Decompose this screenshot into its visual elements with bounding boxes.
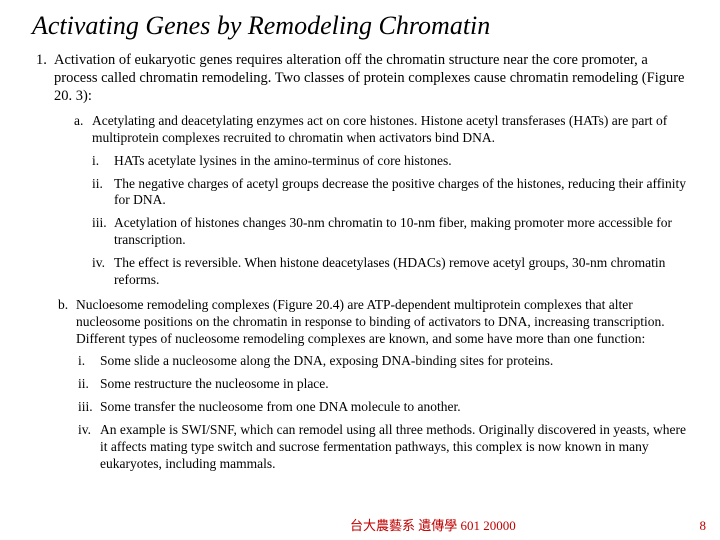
list-item-1: 1. Activation of eukaryotic genes requir… [36,51,692,105]
list-item-1a-i: i. HATs acetylate lysines in the amino-t… [92,153,692,170]
list-number: iii. [92,215,114,249]
list-text: An example is SWI/SNF, which can remodel… [100,422,692,473]
list-text: Some slide a nucleosome along the DNA, e… [100,353,692,370]
list-number: 1. [36,51,54,105]
page-number: 8 [700,518,707,534]
list-item-1b-i: i. Some slide a nucleosome along the DNA… [78,353,692,370]
slide: Activating Genes by Remodeling Chromatin… [0,0,720,540]
list-number: i. [92,153,114,170]
list-number: ii. [78,376,100,393]
list-item-1a-ii: ii. The negative charges of acetyl group… [92,176,692,210]
list-number: iii. [78,399,100,416]
slide-title: Activating Genes by Remodeling Chromatin [32,12,692,41]
list-item-1b-ii: ii. Some restructure the nucleosome in p… [78,376,692,393]
list-number: iv. [92,255,114,289]
list-item-1b-iii: iii. Some transfer the nucleosome from o… [78,399,692,416]
list-item-1a-iii: iii. Acetylation of histones changes 30-… [92,215,692,249]
list-text: The negative charges of acetyl groups de… [114,176,692,210]
list-text: Some restructure the nucleosome in place… [100,376,692,393]
list-text: Acetylating and deacetylating enzymes ac… [92,113,692,147]
list-item-1b-iv: iv. An example is SWI/SNF, which can rem… [78,422,692,473]
list-number: iv. [78,422,100,473]
list-text: The effect is reversible. When histone d… [114,255,692,289]
list-text: Activation of eukaryotic genes requires … [54,51,692,105]
list-text: HATs acetylate lysines in the amino-term… [114,153,692,170]
list-text: Nucloesome remodeling complexes (Figure … [76,297,692,348]
footer-text: 台大農藝系 遺傳學 601 20000 [350,515,516,534]
list-text: Some transfer the nucleosome from one DN… [100,399,692,416]
list-text: Acetylation of histones changes 30-nm ch… [114,215,692,249]
list-number: a. [74,113,92,147]
list-number: b. [58,297,76,348]
list-item-1a-iv: iv. The effect is reversible. When histo… [92,255,692,289]
list-number: ii. [92,176,114,210]
list-item-1b: b. Nucloesome remodeling complexes (Figu… [58,297,692,348]
list-item-1a: a. Acetylating and deacetylating enzymes… [74,113,692,147]
list-number: i. [78,353,100,370]
